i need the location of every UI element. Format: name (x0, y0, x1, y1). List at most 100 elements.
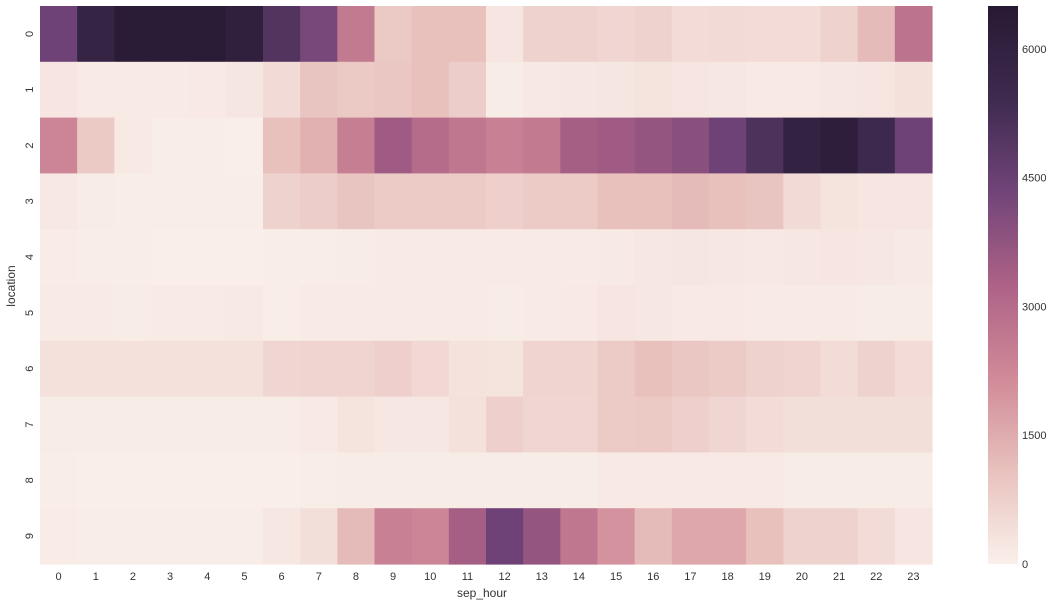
heatmap-cell (523, 173, 561, 230)
heatmap-cell (225, 6, 264, 63)
heatmap-cell (411, 61, 450, 119)
heatmap-cell (225, 508, 264, 565)
heatmap-cell (486, 229, 524, 286)
heatmap-cell (337, 61, 376, 119)
heatmap-cell (671, 173, 710, 230)
heatmap-cell (746, 117, 784, 174)
heatmap-cell (634, 452, 673, 509)
heatmap-cell (300, 6, 338, 63)
y-tick-label: 6 (24, 366, 36, 372)
heatmap-cell (523, 285, 561, 342)
heatmap-cell (77, 229, 115, 286)
heatmap-cell (300, 173, 338, 230)
heatmap-cell (746, 285, 784, 342)
heatmap-cell (263, 452, 301, 509)
heatmap-cell (894, 173, 933, 230)
heatmap-cell (523, 340, 561, 398)
heatmap-cell (151, 117, 190, 174)
colorbar-tick-label: 6000 (1022, 44, 1046, 56)
heatmap-cell (523, 229, 561, 286)
heatmap-cell (783, 396, 822, 453)
heatmap-cells (40, 6, 933, 565)
heatmap-cell (634, 285, 673, 342)
heatmap-cell (225, 285, 264, 342)
x-axis-label: sep_hour (457, 586, 507, 600)
heatmap-cell (709, 229, 747, 286)
heatmap-cell (671, 285, 710, 342)
heatmap-cell (374, 6, 413, 63)
heatmap-cell (746, 396, 784, 453)
x-tick-label: 19 (759, 571, 771, 583)
heatmap-cell (560, 117, 599, 174)
x-tick-label: 4 (204, 571, 210, 583)
heatmap-cell (188, 117, 227, 174)
heatmap-cell (188, 229, 227, 286)
heatmap-cell (151, 61, 190, 119)
heatmap-cell (894, 508, 933, 565)
heatmap-cell (77, 173, 115, 230)
heatmap-cell (894, 117, 933, 174)
heatmap-cell (337, 6, 376, 63)
heatmap-cell (337, 340, 376, 398)
heatmap-cell (671, 452, 710, 509)
heatmap-cell (820, 452, 859, 509)
heatmap-cell (820, 6, 859, 63)
heatmap-cell (560, 61, 599, 119)
heatmap-cell (857, 508, 896, 565)
heatmap-cell (486, 61, 524, 119)
heatmap-cell (40, 508, 78, 565)
colorbar-tick-label: 0 (1022, 559, 1028, 571)
heatmap-cell (597, 6, 636, 63)
heatmap-cell (411, 452, 450, 509)
x-tick-label: 16 (647, 571, 659, 583)
heatmap-cell (523, 61, 561, 119)
heatmap-cell (857, 285, 896, 342)
heatmap-cell (560, 340, 599, 398)
heatmap-cell (151, 285, 190, 342)
heatmap-cell (894, 229, 933, 286)
heatmap-cell (300, 285, 338, 342)
heatmap-cell (77, 508, 115, 565)
heatmap-cell (820, 229, 859, 286)
heatmap-cell (671, 340, 710, 398)
x-tick-label: 8 (353, 571, 359, 583)
heatmap-cell (114, 508, 153, 565)
heatmap-cell (225, 61, 264, 119)
x-tick-label: 18 (721, 571, 733, 583)
heatmap-cell (40, 61, 78, 119)
heatmap-cell (77, 61, 115, 119)
y-tick-label: 5 (24, 310, 36, 316)
heatmap-cell (374, 61, 413, 119)
heatmap-cell (225, 229, 264, 286)
heatmap-cell (634, 340, 673, 398)
heatmap-cell (486, 117, 524, 174)
heatmap-cell (746, 6, 784, 63)
heatmap-cell (820, 173, 859, 230)
heatmap-cell (337, 229, 376, 286)
heatmap-cell (894, 340, 933, 398)
heatmap-cell (411, 6, 450, 63)
heatmap-cell (77, 452, 115, 509)
heatmap-cell (374, 117, 413, 174)
x-tick-label: 12 (498, 571, 510, 583)
heatmap-cell (40, 285, 78, 342)
heatmap-cell (486, 452, 524, 509)
heatmap-cell (411, 508, 450, 565)
heatmap-cell (709, 61, 747, 119)
heatmap-cell (894, 285, 933, 342)
heatmap-cell (857, 452, 896, 509)
x-tick-label: 20 (796, 571, 808, 583)
heatmap-cell (783, 285, 822, 342)
colorbar (988, 6, 1018, 564)
heatmap-cell (40, 229, 78, 286)
heatmap-cell (597, 285, 636, 342)
x-tick-label: 9 (390, 571, 396, 583)
heatmap-cell (300, 117, 338, 174)
y-tick-label: 1 (24, 87, 36, 93)
heatmap-cell (783, 173, 822, 230)
heatmap-cell (374, 285, 413, 342)
heatmap-cell (709, 173, 747, 230)
heatmap-cell (709, 117, 747, 174)
heatmap-cell (709, 340, 747, 398)
heatmap-cell (597, 117, 636, 174)
